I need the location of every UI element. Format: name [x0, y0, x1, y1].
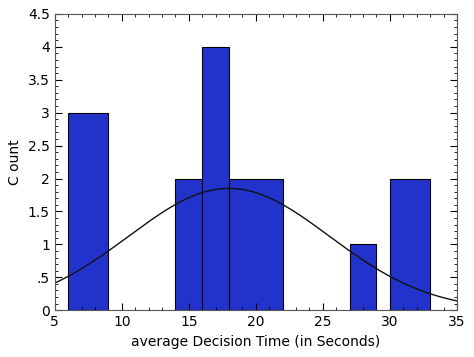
Bar	[202, 47, 229, 310]
Y-axis label: C ount: C ount	[9, 139, 22, 185]
Bar	[68, 113, 109, 310]
Bar	[229, 178, 283, 310]
X-axis label: average Decision Time (in Seconds): average Decision Time (in Seconds)	[131, 335, 381, 349]
Bar	[350, 245, 376, 310]
Bar	[175, 178, 202, 310]
Bar	[390, 178, 430, 310]
